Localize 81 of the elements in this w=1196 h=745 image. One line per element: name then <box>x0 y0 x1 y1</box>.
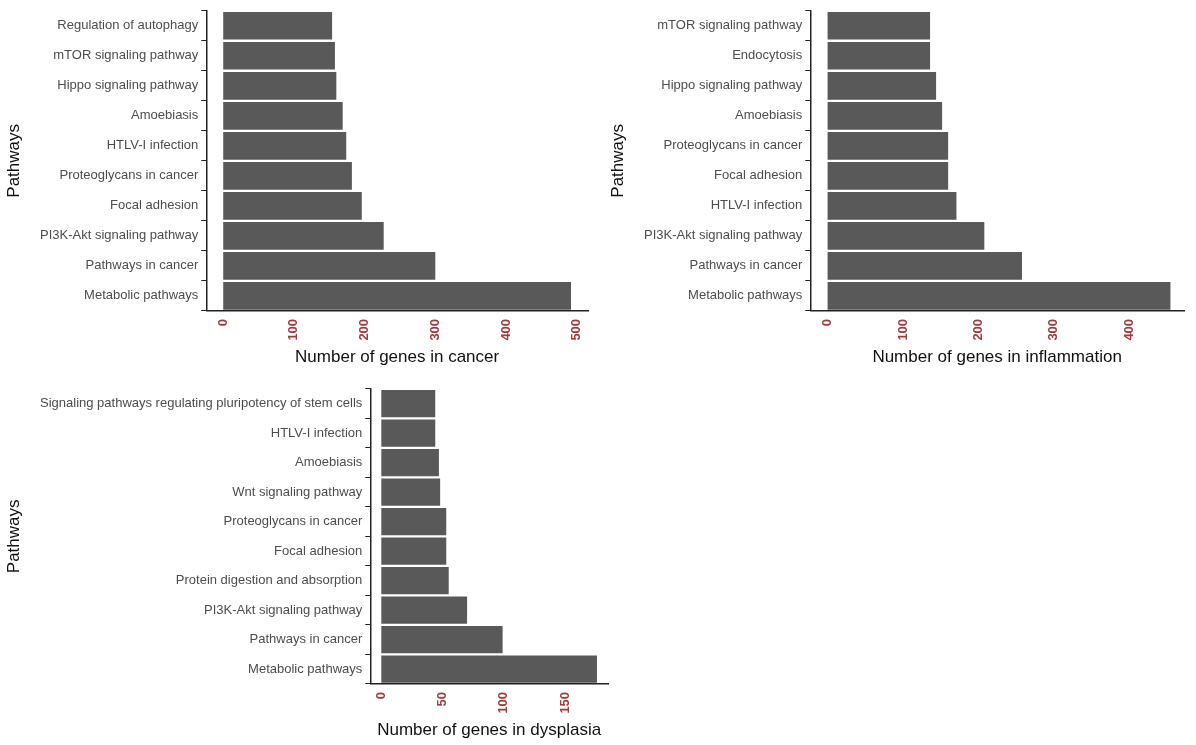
bar <box>827 42 931 70</box>
bar <box>381 537 447 565</box>
y-tick-label: PI3K-Akt signaling pathway <box>643 227 803 243</box>
x-tick-label: 0 <box>372 691 388 700</box>
bar <box>223 222 384 250</box>
bar <box>827 102 943 130</box>
bar <box>827 162 949 190</box>
bar <box>827 222 985 250</box>
bar <box>381 626 503 654</box>
bar <box>827 132 949 160</box>
bar <box>381 508 447 536</box>
x-tick-label: 100 <box>285 318 301 341</box>
bar <box>827 282 1171 310</box>
y-tick-label: Metabolic pathways <box>84 287 199 303</box>
y-tick-label: Proteoglycans in cancer <box>663 137 803 153</box>
y-tick-label: Amoebiasis <box>295 454 363 470</box>
x-tick-label: 200 <box>969 318 985 341</box>
bar <box>381 567 449 595</box>
y-tick-label: HTLV-I infection <box>270 424 363 440</box>
bar <box>381 478 441 506</box>
x-axis-title: Number of genes in inflammation <box>872 347 1122 367</box>
y-tick-label: Focal adhesion <box>110 197 199 213</box>
y-tick-label: Hippo signaling pathway <box>57 77 199 93</box>
y-axis-title: Pathways <box>3 499 23 574</box>
x-tick-label: 300 <box>426 318 442 341</box>
bar <box>223 102 343 130</box>
y-tick-label: Focal adhesion <box>714 167 803 183</box>
y-tick-label: Focal adhesion <box>274 542 363 558</box>
x-tick-label: 400 <box>1120 318 1136 341</box>
y-tick-label: PI3K-Akt signaling pathway <box>204 601 363 617</box>
y-tick-label: Pathways in cancer <box>249 631 363 647</box>
x-axis-title: Number of genes in cancer <box>295 347 500 367</box>
bar <box>223 132 347 160</box>
y-tick-label: Pathways in cancer <box>689 257 803 273</box>
x-tick-label: 100 <box>894 318 910 341</box>
bar <box>381 419 436 447</box>
y-axis-title: Pathways <box>607 124 627 198</box>
y-tick-label: HTLV-I infection <box>106 137 199 153</box>
y-tick-label: Amoebiasis <box>735 107 803 123</box>
bar <box>381 389 436 418</box>
y-tick-label: Amoebiasis <box>131 107 199 123</box>
bar <box>223 12 333 40</box>
y-tick-label: PI3K-Akt signaling pathway <box>39 227 199 243</box>
y-tick-label: HTLV-I infection <box>710 197 803 213</box>
bar <box>827 72 937 100</box>
x-tick-label: 400 <box>497 318 513 341</box>
y-tick-label: Signaling pathways regulating pluripotency of stem cells <box>39 395 363 411</box>
y-tick-label: Protein digestion and absorption <box>175 572 363 588</box>
y-tick-label: mTOR signaling pathway <box>657 17 803 33</box>
bar <box>223 42 335 70</box>
y-tick-label: Metabolic pathways <box>688 287 803 303</box>
y-axis-title: Pathways <box>3 124 23 198</box>
y-tick-label: Metabolic pathways <box>248 660 363 676</box>
x-tick-label: 500 <box>568 318 584 341</box>
bar <box>827 252 1022 280</box>
bar <box>223 252 436 280</box>
x-axis-title: Number of genes in dysplasia <box>377 720 602 740</box>
x-tick-label: 150 <box>556 691 572 714</box>
y-tick-label: Proteoglycans in cancer <box>59 167 199 183</box>
bar <box>381 596 468 624</box>
x-tick-label: 300 <box>1045 318 1061 341</box>
x-tick-label: 100 <box>495 691 511 714</box>
bar <box>223 282 572 310</box>
x-tick-label: 0 <box>214 318 230 327</box>
bar <box>827 12 931 40</box>
bar <box>381 655 597 683</box>
bar <box>827 192 957 220</box>
bar <box>223 192 362 220</box>
x-tick-label: 50 <box>434 691 450 707</box>
bar <box>223 72 337 100</box>
bar <box>381 449 439 477</box>
y-tick-label: mTOR signaling pathway <box>53 47 199 63</box>
y-tick-label: Wnt signaling pathway <box>232 483 363 499</box>
y-tick-label: Regulation of autophagy <box>57 17 199 33</box>
bar <box>223 162 352 190</box>
y-tick-label: Pathways in cancer <box>85 257 199 273</box>
y-tick-label: Hippo signaling pathway <box>661 77 803 93</box>
y-tick-label: Proteoglycans in cancer <box>223 513 363 529</box>
x-tick-label: 200 <box>356 318 372 341</box>
y-tick-label: Endocytosis <box>732 47 803 63</box>
x-tick-label: 0 <box>819 318 835 327</box>
